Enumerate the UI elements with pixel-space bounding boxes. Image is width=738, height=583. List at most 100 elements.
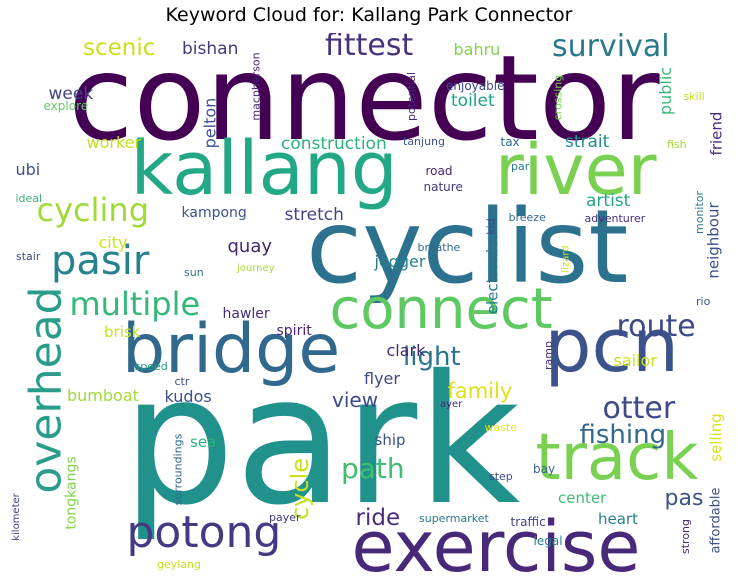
word-ride: ride [355,504,401,531]
word-pas: pas [664,486,704,511]
word-pelton: pelton [199,97,219,149]
word-tax: tax [500,135,520,149]
word-spirit: spirit [276,323,312,339]
word-kid: kid [484,217,498,235]
word-kilometer: kilometer [10,493,22,541]
word-legal: legal [533,534,563,548]
word-connector: connector [68,33,660,167]
word-track: track [535,421,699,495]
word-toilet: toilet [451,90,495,111]
word-route: route [616,309,696,344]
word-path: path [341,452,405,485]
word-monitor: monitor [692,190,706,234]
word-bumboat: bumboat [67,386,139,405]
word-lizard: lizard [560,245,572,273]
word-traffic: traffic [510,515,546,529]
word-strait: strait [565,131,610,152]
word-adventurer: adventurer [584,211,646,225]
chart-title: Keyword Cloud for: Kallang Park Connecto… [165,4,573,26]
word-selling: selling [706,412,725,462]
word-journey: journey [237,263,275,274]
word-connect: connect [329,277,553,342]
word-clark: clark [386,341,426,360]
word-cyclist: cyclist [306,188,629,307]
word-par: par [511,159,530,173]
word-public: public [656,66,676,116]
word-affordable: affordable [708,486,724,554]
word-kallang: kallang [130,126,398,212]
word-geylang: geylang [157,557,202,571]
word-survival: survival [552,33,670,64]
word-river: river [495,129,657,211]
word-breeze: breeze [508,210,546,224]
word-ramp: ramp [541,340,555,370]
word-tanjung: tanjung [403,134,446,148]
word-explore: explore [43,99,89,113]
word-stretch: stretch [284,204,344,225]
word-payer: payer [269,510,301,524]
word-friend: friend [707,111,726,155]
word-bahru: bahru [453,40,501,59]
word-ctr: ctr [174,374,190,388]
word-enjoyable: enjoyable [446,79,505,93]
word-stair: stair [16,249,41,263]
word-family: family [447,378,513,403]
word-city: city [98,233,128,252]
word-macpherson: macpherson [249,51,263,121]
word-scenic: scenic [83,34,156,61]
word-bishan: bishan [182,38,239,59]
word-otter: otter [602,391,676,426]
word-step: step [489,469,513,483]
word-potential: potential [404,71,418,121]
word-flyer: flyer [364,369,400,388]
word-ayer: ayer [440,399,463,410]
word-neighbour: neighbour [704,201,723,279]
word-sailor: sailor [613,351,657,370]
word-park: park [122,337,521,544]
word-road: road [425,164,453,178]
word-construction: construction [281,133,387,154]
word-jogger: jogger [374,252,426,271]
word-kudos: kudos [164,387,212,406]
word-brisk: brisk [104,322,141,341]
word-ideal: ideal [15,191,43,205]
word-sea: sea [190,432,217,451]
word-nature: nature [423,180,463,194]
word-electronics: electronics [483,232,502,314]
word-breathe: breathe [417,240,461,254]
word-tongkangs: tongkangs [63,456,80,530]
word-overhead: overhead [20,286,72,494]
word-worker: worker [86,133,142,152]
word-week: week [48,83,94,104]
word-rio: rio [696,294,711,308]
word-fishing: fishing [579,420,667,450]
word-cycling: cycling [36,191,150,229]
word-waste: waste [484,420,518,434]
word-cloud: connector park cyclist kallang river bridge pc… [6,33,733,577]
word-kampong: kampong [181,205,247,221]
word-supermarket: supermarket [419,511,489,525]
word-multiple: multiple [69,285,201,323]
word-skill: skill [683,89,705,103]
word-surroundings: surroundings [171,433,185,505]
word-center: center [558,488,607,507]
word-pasir: pasir [51,238,150,284]
word-exercise: exercise [351,506,641,577]
word-bridge: bridge [122,310,341,389]
word-hawler: hawler [222,306,270,322]
word-strong: strong [678,518,692,554]
word-speed: speed [134,359,168,373]
word-view: view [332,388,379,412]
word-crossing: crossing [551,74,565,120]
word-fish: fish [667,137,687,151]
word-potong: potong [126,507,282,558]
word-artist: artist [586,190,631,211]
word-ship: ship [374,430,406,449]
word-sun: sun [184,265,204,279]
word-pcn: pcn [544,303,680,389]
word-light: light [403,342,461,372]
word-bay: bay [533,462,556,476]
word-ubi: ubi [15,160,41,179]
word-quay: quay [227,236,273,257]
word-heart: heart [598,509,638,528]
